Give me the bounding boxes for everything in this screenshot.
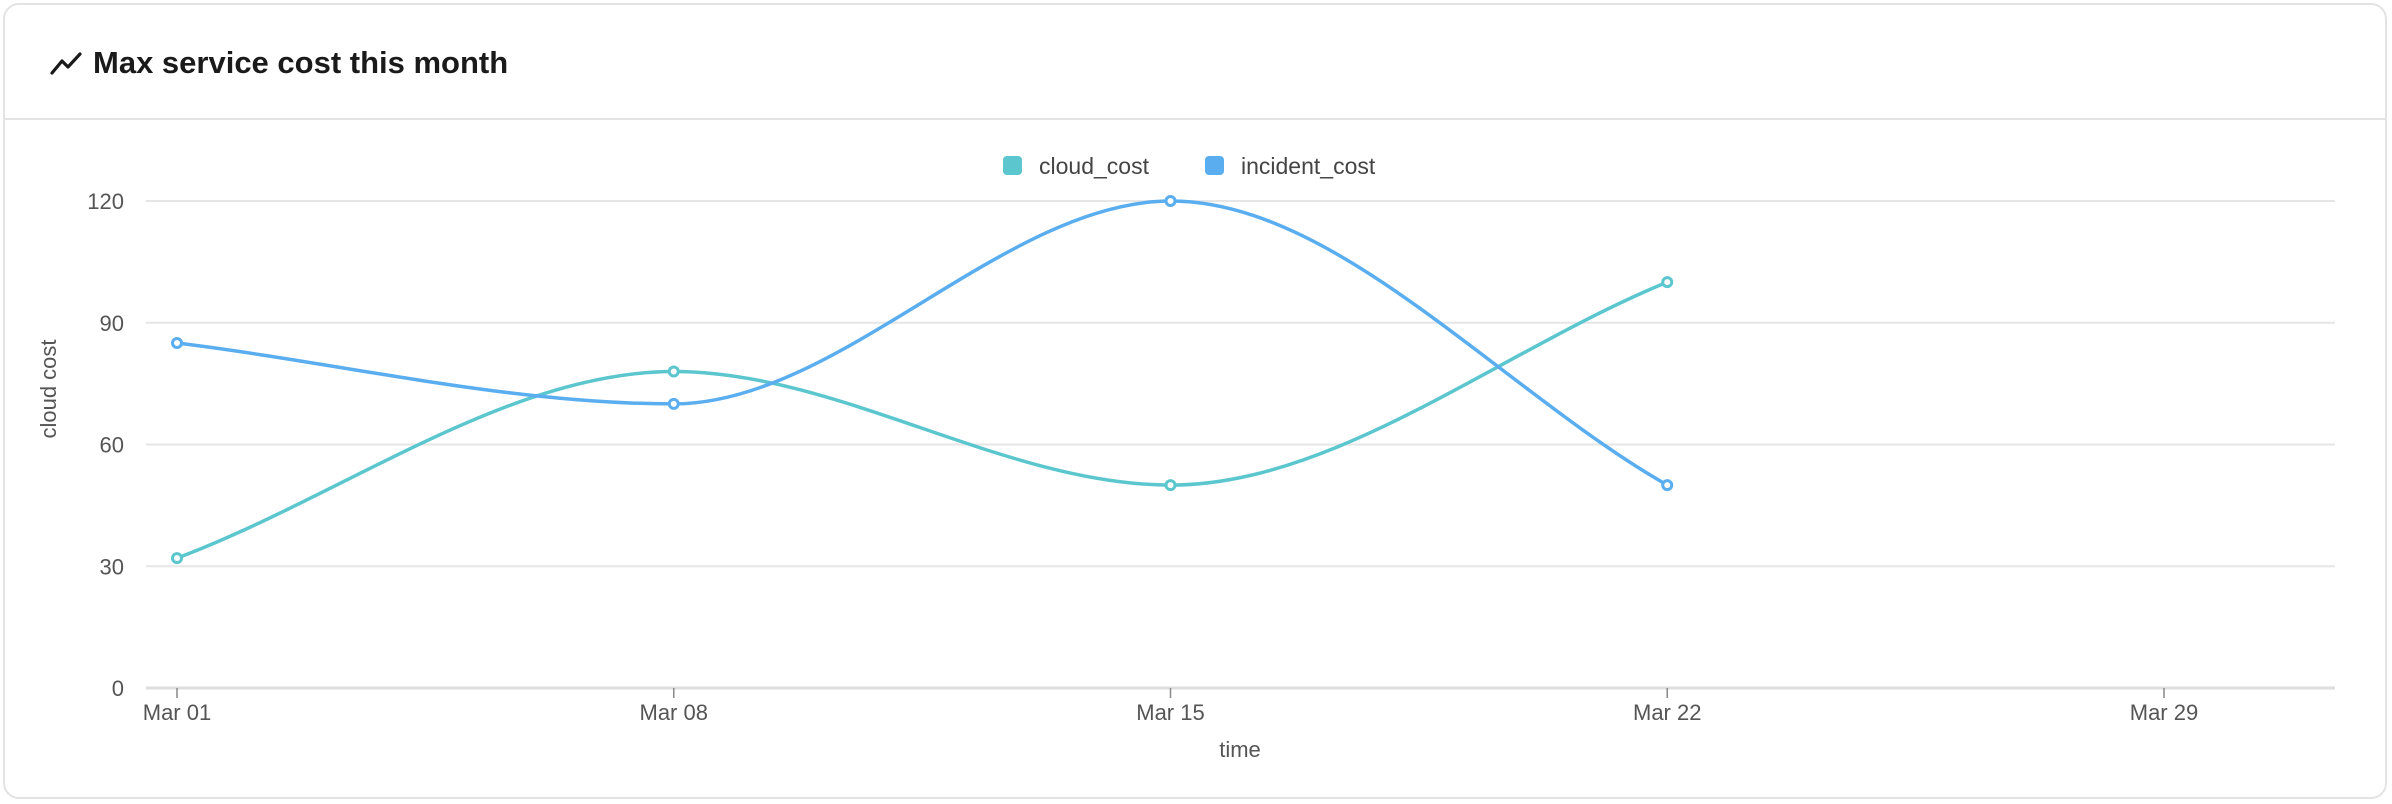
y-tick-label: 90	[100, 311, 124, 336]
line-chart-icon	[50, 52, 82, 75]
legend-swatch-cloud_cost	[1003, 156, 1022, 175]
y-axis-label: cloud cost	[36, 339, 61, 438]
data-point-incident_cost	[171, 337, 183, 350]
data-point-cloud_cost	[171, 552, 183, 565]
card-header: Max service cost this month	[5, 5, 2385, 120]
y-tick-label: 60	[100, 433, 124, 458]
x-tick-label: Mar 29	[2130, 700, 2198, 725]
series-line-cloud_cost	[176, 280, 1668, 560]
data-point-cloud_cost	[1661, 276, 1674, 289]
data-point-cloud_cost	[1164, 479, 1177, 492]
x-axis-label: time	[1219, 737, 1261, 762]
data-point-incident_cost	[1164, 195, 1177, 207]
legend-label-cloud_cost: cloud_cost	[1039, 153, 1150, 179]
card-title: Max service cost this month	[93, 45, 509, 80]
x-tick-label: Mar 22	[1633, 700, 1701, 725]
x-tick-label: Mar 15	[1136, 700, 1204, 725]
legend-swatch-incident_cost	[1205, 156, 1224, 175]
data-point-incident_cost	[667, 397, 680, 410]
data-point-cloud_cost	[667, 365, 680, 378]
legend-label-incident_cost: incident_cost	[1241, 153, 1376, 179]
y-tick-label: 120	[87, 189, 124, 214]
data-point-incident_cost	[1661, 479, 1674, 492]
x-tick-label: Mar 08	[640, 700, 708, 725]
series-line-incident_cost	[176, 199, 1669, 487]
x-tick-label: Mar 01	[143, 700, 211, 725]
y-tick-label: 0	[112, 676, 124, 701]
y-tick-label: 30	[100, 554, 124, 579]
chart-card: Max service cost this month	[3, 3, 2387, 799]
